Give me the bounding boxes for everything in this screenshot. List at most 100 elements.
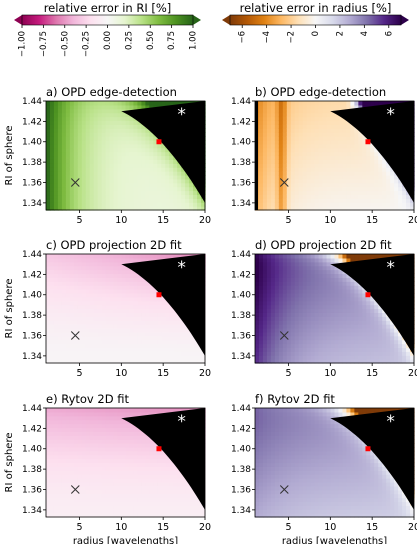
heatmap-cell	[382, 171, 387, 176]
heatmap-cell	[270, 151, 276, 157]
heatmap-cell	[81, 427, 87, 432]
heatmap-cell	[153, 355, 158, 360]
heatmap-cell	[81, 312, 87, 317]
heatmap-cell	[266, 163, 272, 168]
heatmap-cell	[101, 186, 107, 192]
heatmap-cell	[322, 308, 328, 313]
heatmap-cell	[125, 324, 131, 329]
heatmap-cell	[121, 104, 127, 110]
heatmap-cell	[113, 355, 119, 360]
heatmap-cell	[89, 292, 95, 298]
heatmap-cell	[185, 182, 190, 188]
heatmap-cell	[322, 351, 328, 356]
heatmap-cell	[93, 120, 99, 125]
heatmap-cell	[358, 308, 363, 313]
heatmap-cell	[69, 446, 75, 452]
heatmap-cell	[137, 163, 143, 168]
heatmap-cell	[145, 159, 150, 164]
heatmap-cell	[282, 190, 288, 196]
heatmap-cell	[326, 143, 332, 149]
heatmap-cell	[46, 261, 51, 267]
heatmap-cell	[330, 269, 336, 275]
heatmap-cell	[141, 194, 146, 199]
heatmap-cell	[97, 316, 103, 321]
heatmap-cell	[286, 128, 292, 133]
heatmap-cell	[258, 359, 264, 364]
heatmap-cell	[93, 281, 99, 286]
heatmap-cell	[81, 155, 87, 160]
heatmap-cell	[69, 320, 75, 325]
heatmap-cell	[318, 324, 324, 329]
heatmap-cell	[358, 320, 363, 325]
heatmap-cell	[326, 178, 332, 184]
heatmap-cell	[97, 202, 103, 207]
heatmap-cell	[46, 331, 51, 337]
heatmap-cell	[173, 324, 178, 329]
heatmap-cell	[113, 128, 119, 133]
heatmap-cell	[181, 324, 186, 329]
heatmap-cell	[326, 198, 332, 203]
heatmap-cell	[121, 112, 127, 118]
heatmap-cell	[46, 104, 51, 110]
heatmap-cell	[149, 359, 154, 364]
heatmap-cell	[77, 423, 83, 429]
heatmap-cell	[65, 408, 71, 413]
heatmap-cell	[81, 167, 87, 172]
heatmap-cell	[322, 327, 328, 333]
heatmap-cell	[270, 171, 276, 176]
heatmap-cell	[69, 155, 75, 160]
heatmap-cell	[137, 277, 143, 282]
heatmap-cell	[137, 285, 143, 290]
heatmap-cell	[141, 343, 146, 349]
heatmap-cell	[382, 320, 387, 325]
heatmap-cell	[255, 327, 260, 333]
heatmap-cell	[101, 265, 107, 271]
heatmap-cell	[346, 300, 352, 306]
heatmap-cell	[101, 312, 107, 317]
heatmap-cell	[53, 277, 59, 282]
heatmap-cell	[65, 254, 71, 259]
heatmap-cell	[255, 269, 260, 275]
heatmap-cell	[157, 143, 162, 149]
heatmap-cell	[278, 128, 284, 133]
heatmap-cell	[149, 316, 154, 321]
heatmap-cell	[350, 178, 355, 184]
heatmap-cell	[85, 481, 91, 487]
heatmap-cell	[350, 151, 355, 157]
heatmap-cell	[89, 343, 95, 349]
heatmap-cell	[69, 351, 75, 356]
heatmap-cell	[113, 101, 119, 106]
heatmap-cell	[121, 159, 127, 164]
heatmap-cell	[137, 324, 143, 329]
heatmap-cell	[310, 202, 316, 207]
heatmap-cell	[61, 190, 67, 196]
heatmap-cell	[334, 101, 340, 106]
heatmap-cell	[133, 308, 139, 313]
heatmap-cell	[298, 112, 304, 118]
heatmap-cell	[65, 423, 71, 429]
heatmap-cell	[61, 423, 67, 429]
heatmap-cell	[46, 450, 51, 456]
heatmap-cell	[314, 198, 320, 203]
heatmap-cell	[358, 136, 363, 141]
heatmap-cell	[266, 261, 272, 267]
heatmap-cell	[169, 327, 174, 333]
heatmap-cell	[181, 335, 186, 341]
heatmap-cell	[274, 351, 280, 356]
heatmap-cell	[350, 101, 355, 106]
heatmap-cell	[330, 182, 336, 188]
heatmap-cell	[73, 327, 79, 333]
heatmap-cell	[334, 273, 340, 278]
square-marker	[365, 292, 371, 298]
heatmap-cell	[258, 182, 264, 188]
heatmap-cell	[105, 139, 111, 145]
heatmap-cell	[350, 143, 355, 149]
heatmap-cell	[73, 285, 79, 290]
heatmap-cell	[85, 174, 91, 180]
heatmap-cell	[97, 269, 103, 275]
heatmap-cell	[298, 194, 304, 199]
heatmap-cell	[77, 132, 83, 137]
heatmap-cell	[77, 478, 83, 483]
heatmap-cell	[258, 327, 264, 333]
heatmap-cell	[374, 324, 379, 329]
